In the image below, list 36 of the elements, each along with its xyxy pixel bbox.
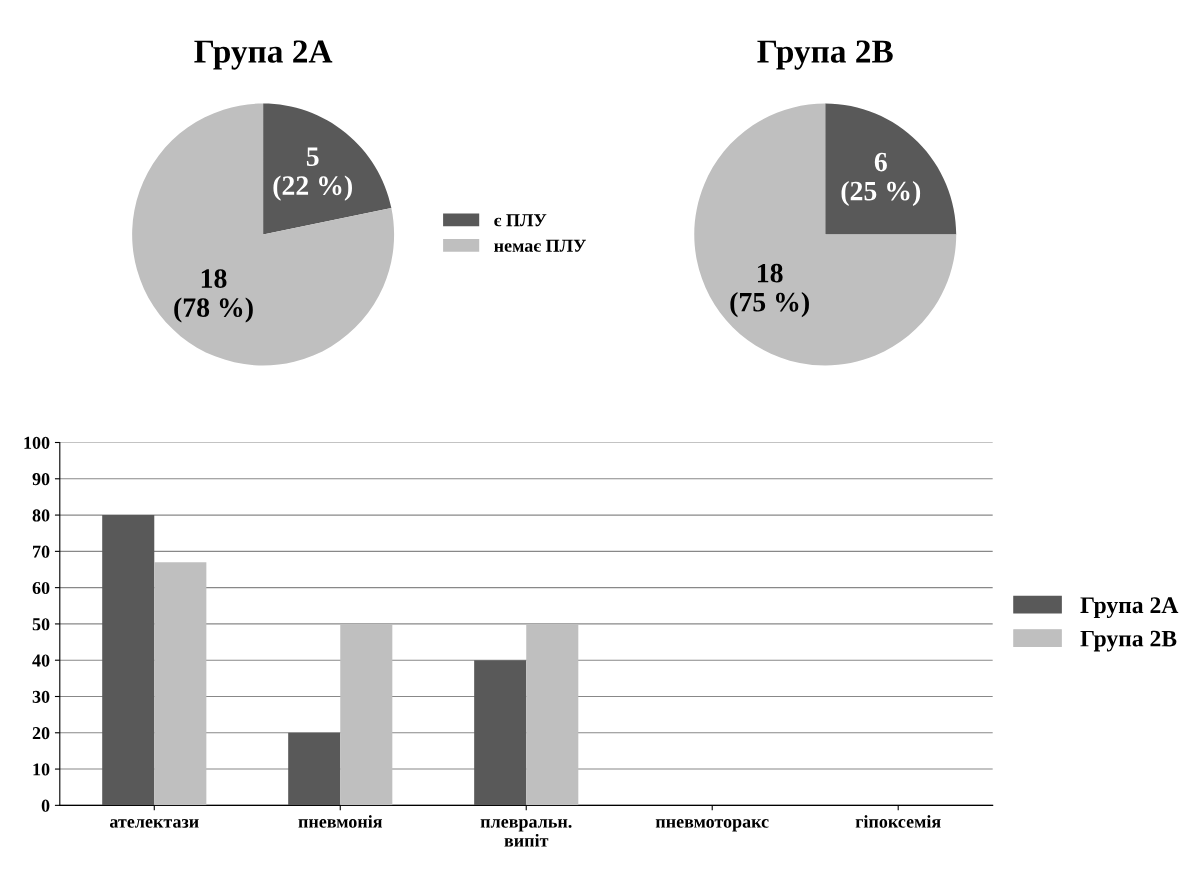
y-tick-label: 10 — [33, 763, 50, 776]
pie-slice — [825, 103, 957, 235]
bar — [340, 623, 393, 806]
bar — [288, 732, 341, 806]
data-label: 5 (22 %) — [273, 147, 352, 201]
y-tick-label: 20 — [32, 727, 50, 740]
y-tick-label: 30 — [32, 690, 50, 703]
pie-slice — [694, 103, 957, 366]
y-tick-label: 80 — [32, 509, 50, 522]
y-tick-label: 100 — [24, 436, 50, 449]
legend-label: Група 2А — [1080, 597, 1179, 619]
bar — [474, 660, 527, 806]
y-tick-label: 50 — [32, 618, 50, 631]
y-tick-label: 70 — [33, 545, 50, 558]
bar — [526, 623, 579, 806]
y-tick-label: 60 — [32, 581, 50, 595]
legend-label: Група 2В — [1080, 630, 1177, 652]
bar — [102, 515, 155, 806]
pie-slice — [263, 103, 392, 235]
chart-title: Група 2А — [194, 40, 333, 70]
pie-slice — [132, 103, 395, 366]
y-tick-label: 90 — [32, 473, 50, 486]
data-label: 18 (78 %) — [174, 269, 253, 323]
x-tick-label: плевральн. випіт — [480, 819, 572, 847]
legend-label: є ПЛУ — [494, 214, 547, 227]
bar — [154, 562, 207, 806]
y-tick-label: 0 — [41, 799, 50, 812]
x-tick-label: ателектази — [109, 819, 199, 828]
legend-label: немає ПЛУ — [494, 239, 586, 252]
x-tick-label: пневмоторакс — [655, 819, 769, 832]
x-tick-label: пневмонія — [298, 815, 383, 828]
data-label: 6 (25 %) — [841, 152, 921, 207]
chart-title: Група 2В — [757, 40, 893, 70]
data-label: 18 (75 %) — [730, 263, 809, 318]
x-tick-label: гіпоксемія — [855, 815, 941, 828]
y-tick-label: 40 — [32, 654, 50, 667]
